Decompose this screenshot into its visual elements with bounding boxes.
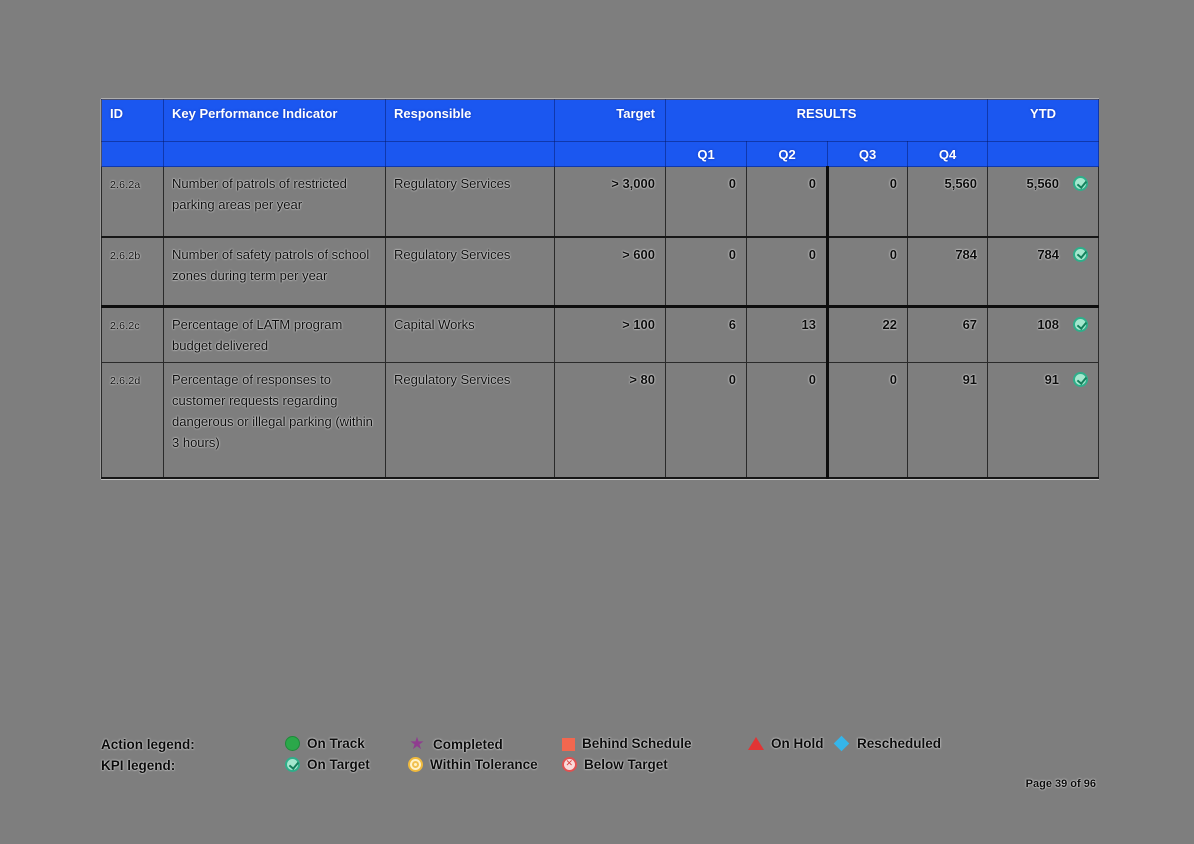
on-track-circle-icon (285, 736, 300, 751)
kpi-q1-value: 6 (665, 306, 747, 363)
kpi-q3-value: 0 (826, 236, 908, 308)
kpi-ytd-value: 5,560 (1026, 176, 1060, 191)
kpi-ytd-value: 108 (1037, 317, 1060, 332)
table-header-row-1: ID Key Performance Indicator Responsible… (101, 99, 1100, 142)
legend-item-on-track: On Track (285, 736, 365, 751)
header-q3: Q3 (827, 141, 908, 167)
legend-label: Below Target (584, 757, 668, 772)
kpi-description: Percentage of LATM program budget delive… (163, 306, 386, 363)
kpi-ytd-cell: 108 (987, 306, 1100, 363)
legend-label: Behind Schedule (582, 736, 692, 751)
on-target-check-circle-icon (1073, 372, 1089, 387)
kpi-description: Number of safety patrols of school zones… (163, 236, 386, 308)
kpi-q1-value: 0 (665, 362, 747, 479)
legend-item-within-tolerance: Within Tolerance (408, 757, 538, 772)
kpi-q2-value: 13 (746, 306, 828, 363)
kpi-ytd-cell: 5,560 (987, 166, 1100, 238)
table-row: 2.6.2a Number of patrols of restricted p… (101, 166, 1100, 238)
legend-label: On Track (307, 736, 365, 751)
kpi-q4-value: 5,560 (906, 166, 989, 238)
kpi-responsible: Capital Works (385, 306, 555, 363)
kpi-target: > 100 (554, 306, 666, 363)
kpi-id: 2.6.2d (101, 362, 164, 479)
kpi-q2-value: 0 (746, 236, 828, 308)
header-q4: Q4 (906, 141, 989, 167)
action-legend-row: Action legend: On Track Completed Behind… (101, 735, 1101, 757)
header-spacer (987, 141, 1100, 167)
on-target-check-circle-icon (1073, 317, 1089, 332)
kpi-ytd-value: 91 (1044, 372, 1060, 387)
kpi-q2-value: 0 (746, 362, 828, 479)
kpi-id: 2.6.2a (101, 166, 164, 238)
header-responsible: Responsible (385, 99, 555, 142)
kpi-q3-value: 22 (826, 306, 908, 363)
legend-label: On Target (307, 757, 370, 772)
kpi-target: > 600 (554, 236, 666, 308)
legend-item-on-hold: On Hold (748, 736, 824, 751)
on-hold-triangle-icon (748, 737, 764, 750)
rescheduled-diamond-icon (833, 735, 850, 752)
table-row: 2.6.2b Number of safety patrols of schoo… (101, 236, 1100, 308)
kpi-q2-value: 0 (746, 166, 828, 238)
kpi-id: 2.6.2c (101, 306, 164, 363)
on-target-check-circle-icon (285, 757, 300, 772)
header-spacer (163, 141, 386, 167)
kpi-target: > 80 (554, 362, 666, 479)
header-id: ID (101, 99, 164, 142)
legend-label: Rescheduled (857, 736, 942, 751)
on-target-check-circle-icon (1073, 246, 1089, 262)
kpi-responsible: Regulatory Services (385, 166, 555, 238)
kpi-q3-value: 0 (826, 166, 908, 238)
kpi-ytd-value: 784 (1037, 246, 1060, 262)
legend-item-below-target: Below Target (562, 757, 668, 772)
completed-star-icon (408, 736, 426, 752)
kpi-legend-title: KPI legend: (101, 758, 176, 773)
header-kpi: Key Performance Indicator (163, 99, 386, 142)
action-legend-title: Action legend: (101, 737, 195, 752)
legend-item-rescheduled: Rescheduled (833, 735, 942, 752)
table-row: 2.6.2d Percentage of responses to custom… (101, 362, 1100, 479)
header-q2: Q2 (746, 141, 828, 167)
kpi-q4-value: 784 (906, 236, 989, 308)
page-number: Page 39 of 96 (1025, 778, 1096, 790)
legend-label: Within Tolerance (430, 757, 538, 772)
legend-label: On Hold (771, 736, 824, 751)
legend-item-behind-schedule: Behind Schedule (562, 736, 692, 751)
below-target-x-circle-icon (562, 757, 577, 772)
kpi-q4-value: 91 (906, 362, 989, 479)
kpi-ytd-cell: 784 (987, 236, 1100, 308)
kpi-responsible: Regulatory Services (385, 362, 555, 479)
header-spacer (554, 141, 666, 167)
kpi-description: Number of patrols of restricted parking … (163, 166, 386, 238)
legend-item-completed: Completed (408, 736, 503, 752)
legend: Action legend: On Track Completed Behind… (101, 735, 1101, 780)
header-spacer (101, 141, 164, 167)
behind-schedule-square-icon (562, 737, 575, 751)
header-ytd: YTD (987, 99, 1100, 142)
kpi-q3-value: 0 (826, 362, 908, 479)
kpi-q1-value: 0 (665, 236, 747, 308)
kpi-table: ID Key Performance Indicator Responsible… (101, 99, 1100, 479)
header-spacer (385, 141, 555, 167)
within-tolerance-ring-icon (408, 757, 423, 772)
kpi-responsible: Regulatory Services (385, 236, 555, 308)
kpi-q1-value: 0 (665, 166, 747, 238)
kpi-id: 2.6.2b (101, 236, 164, 308)
header-q1: Q1 (665, 141, 747, 167)
legend-item-on-target: On Target (285, 757, 370, 772)
legend-label: Completed (433, 736, 503, 752)
header-target: Target (554, 99, 666, 142)
kpi-target: > 3,000 (554, 166, 666, 238)
kpi-description: Percentage of responses to customer requ… (163, 362, 386, 479)
table-header-row-2: Q1 Q2 Q3 Q4 (101, 141, 1100, 167)
kpi-ytd-cell: 91 (987, 362, 1100, 479)
header-results: RESULTS (664, 99, 989, 142)
kpi-q4-value: 67 (906, 306, 989, 363)
table-row: 2.6.2c Percentage of LATM program budget… (101, 306, 1100, 363)
on-target-check-circle-icon (1073, 176, 1089, 191)
kpi-legend-row: KPI legend: On Target Within Tolerance B… (101, 757, 1101, 778)
